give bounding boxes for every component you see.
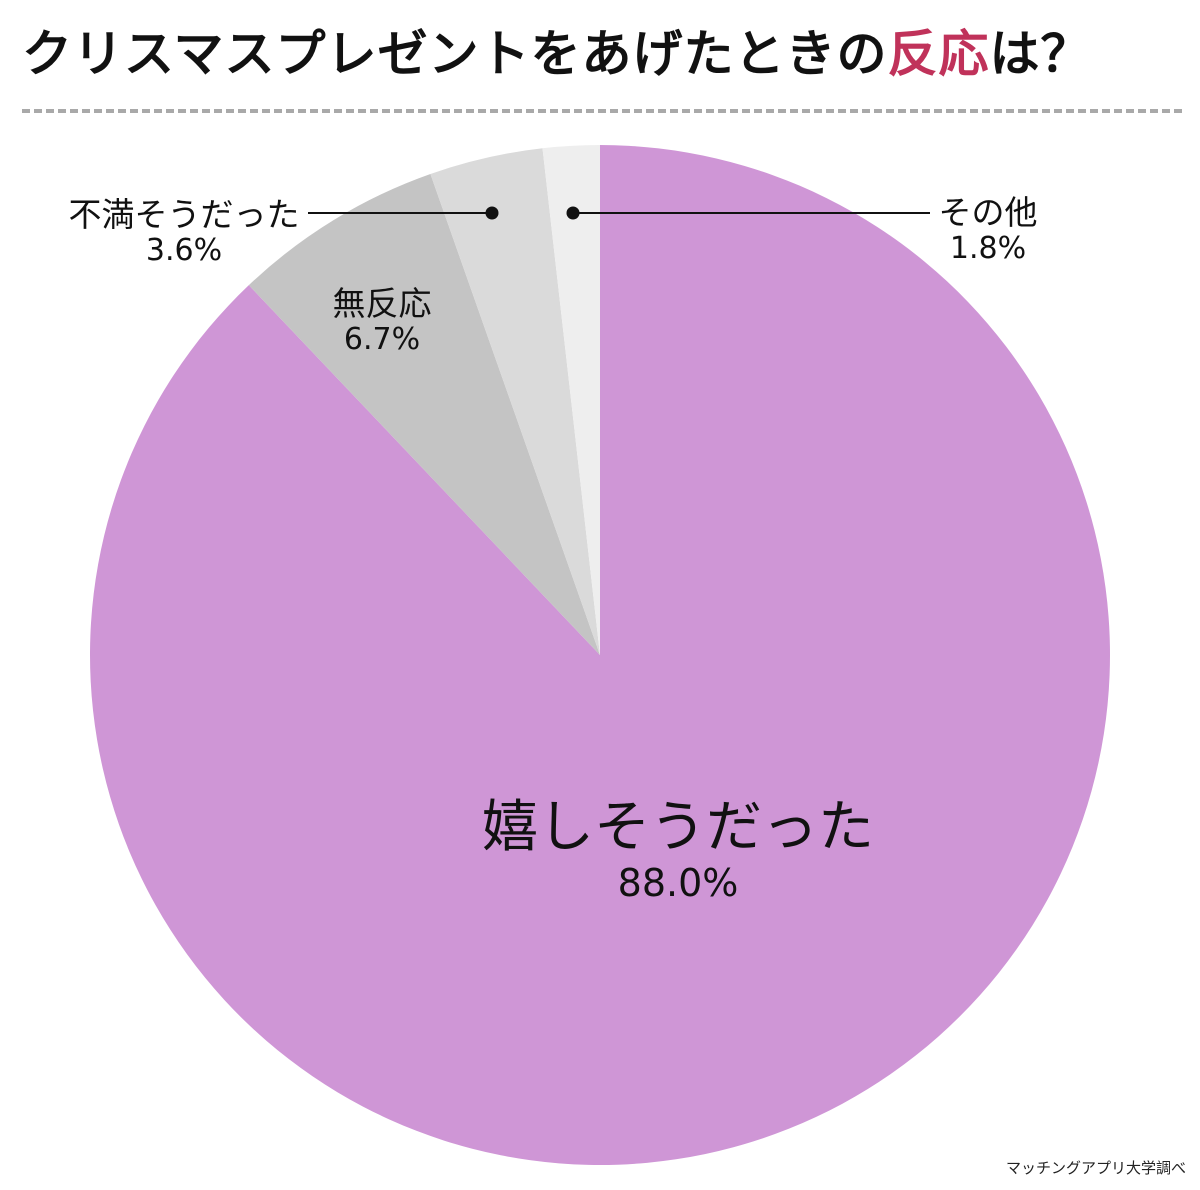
source-note: マッチングアプリ大学調べ <box>1005 1159 1186 1177</box>
title-suffix: は？ <box>989 25 1092 83</box>
slice-dissatisfied <box>430 148 600 655</box>
slice-label-other: その他 <box>939 193 1038 232</box>
slice-label-happy: 嬉しそうだった <box>482 795 874 860</box>
slice-value-other: 1.8% <box>950 231 1026 266</box>
title-divider <box>22 109 1182 113</box>
pie-slices <box>90 145 1111 1165</box>
slice-value-happy: 88.0% <box>618 861 739 905</box>
slice-value-dissatisfied: 3.6% <box>146 233 222 268</box>
callout-dot-dissatisfied <box>485 206 499 220</box>
slice-label-dissatisfied: 不満そうだった <box>69 195 300 234</box>
title-accent: 反応 <box>887 25 990 83</box>
title-prefix: クリスマスプレゼントをあげたときの <box>22 25 888 83</box>
slice-other <box>542 145 600 655</box>
callout-dot-other <box>566 206 580 220</box>
slice-label-no-reaction: 無反応 <box>333 284 432 323</box>
chart-title: クリスマスプレゼントをあげたときの反応は？ <box>22 18 1092 90</box>
slice-no-reaction <box>248 174 600 655</box>
slice-value-no-reaction: 6.7% <box>344 322 420 357</box>
